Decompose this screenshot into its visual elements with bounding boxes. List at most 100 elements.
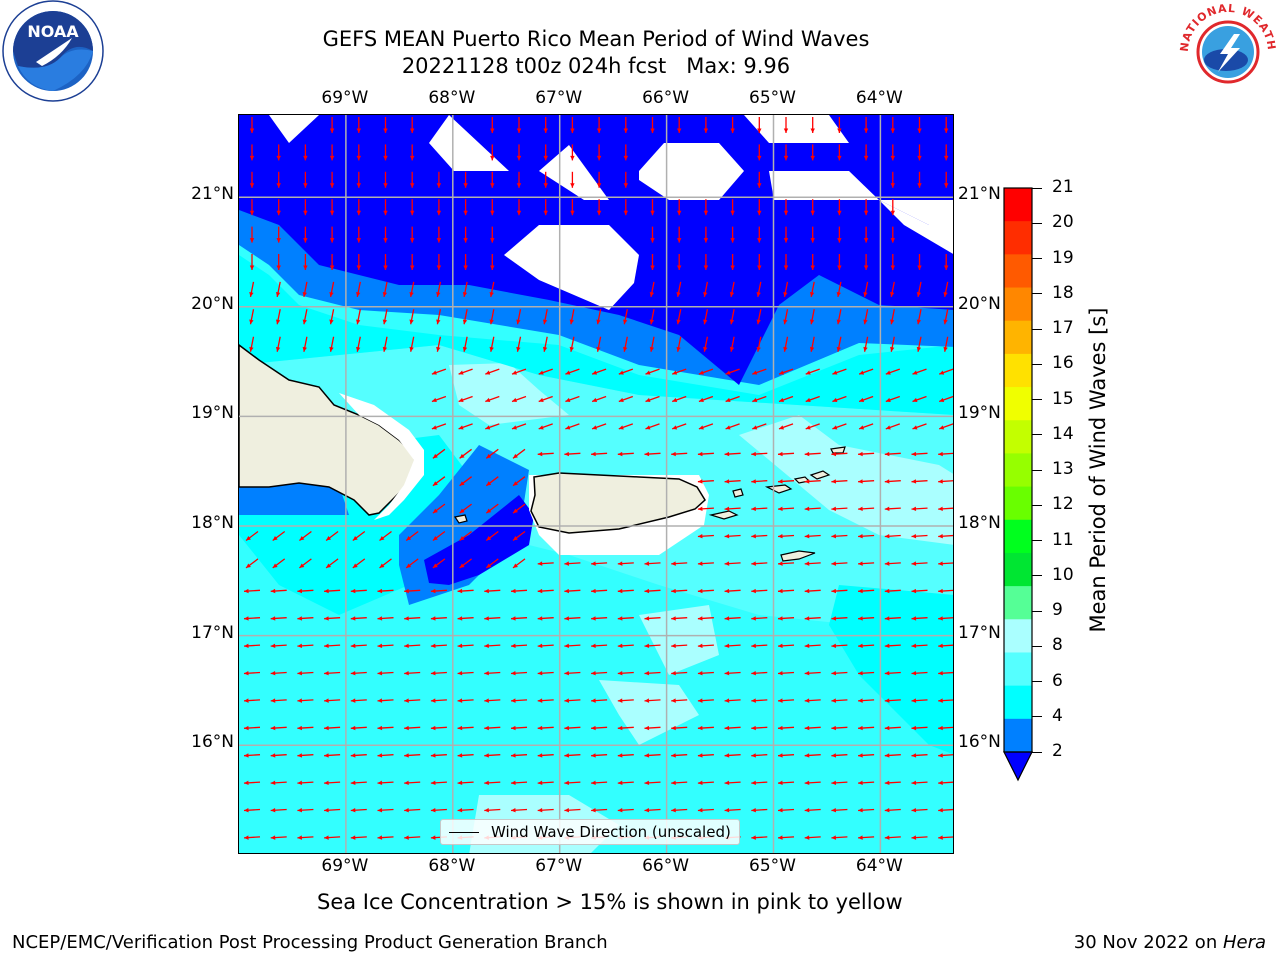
lat-tick-left: 20°N xyxy=(191,293,234,314)
wave-arrow xyxy=(270,725,287,731)
wave-arrow xyxy=(537,725,554,731)
wave-arrow xyxy=(676,309,682,325)
wave-arrow xyxy=(756,281,762,298)
wave-arrow xyxy=(724,725,741,731)
wave-arrow xyxy=(430,671,447,676)
lon-tick-top: 69°W xyxy=(321,88,369,108)
colorbar-tick-mark xyxy=(1032,681,1042,682)
lat-tick-right: 19°N xyxy=(958,403,1001,424)
wave-arrow xyxy=(938,671,953,676)
wave-arrow xyxy=(297,725,314,731)
wave-arrow xyxy=(377,616,394,621)
wave-arrow xyxy=(917,254,922,270)
wave-arrow xyxy=(751,561,768,566)
wave-arrow xyxy=(917,171,922,188)
wave-arrow xyxy=(697,479,714,484)
wave-arrow xyxy=(650,254,655,270)
credit-line: NCEP/EMC/Verification Post Processing Pr… xyxy=(12,932,608,953)
wave-arrow xyxy=(777,479,795,484)
wave-arrow xyxy=(564,725,581,731)
wave-arrow xyxy=(409,336,415,352)
lon-tick-top: 64°W xyxy=(855,88,903,108)
wave-arrow xyxy=(270,671,287,676)
wave-arrow xyxy=(890,281,895,298)
wave-arrow xyxy=(485,448,499,459)
colorbar xyxy=(1003,187,1033,782)
wave-arrow xyxy=(516,336,522,352)
wave-arrow xyxy=(565,395,580,403)
wave-arrow xyxy=(537,451,554,457)
wave-arrow xyxy=(591,588,608,594)
wave-arrow xyxy=(810,254,815,270)
wave-arrow xyxy=(596,199,602,216)
wave-arrow xyxy=(543,199,548,216)
wave-arrow xyxy=(617,671,634,676)
wave-arrow xyxy=(757,171,762,188)
wave-arrow xyxy=(512,476,526,487)
wave-arrow xyxy=(777,588,795,594)
colorbar-bin xyxy=(1004,718,1032,753)
wave-arrow xyxy=(832,368,847,375)
band-8-9 xyxy=(599,680,699,745)
wave-arrow xyxy=(510,753,528,758)
wave-arrow xyxy=(249,281,255,298)
colorbar-tick-mark xyxy=(1032,222,1042,224)
wave-arrow xyxy=(697,671,714,676)
wave-arrow xyxy=(938,616,953,621)
wave-arrow xyxy=(938,423,953,430)
wave-arrow xyxy=(569,309,575,325)
wave-arrow xyxy=(275,309,281,325)
wave-arrow xyxy=(270,616,287,621)
colorbar-tick-mark xyxy=(1032,610,1042,612)
wave-arrow xyxy=(911,506,928,512)
legend-line-swatch xyxy=(449,831,479,833)
wave-arrow xyxy=(831,835,848,840)
wave-arrow xyxy=(783,336,789,352)
wave-arrow xyxy=(916,336,922,352)
wave-arrow xyxy=(457,643,474,649)
wave-arrow xyxy=(297,808,314,813)
wave-arrow xyxy=(591,671,608,676)
wave-arrow xyxy=(350,725,367,731)
wave-arrow xyxy=(804,643,821,649)
colorbar-bin xyxy=(1004,254,1032,289)
wave-arrow xyxy=(697,616,714,621)
island-vieques xyxy=(708,510,739,520)
wave-arrow xyxy=(863,199,869,216)
colorbar-bin xyxy=(1004,221,1032,255)
wave-arrow xyxy=(436,281,442,298)
wave-arrow xyxy=(377,835,394,840)
wave-arrow xyxy=(804,725,821,731)
wave-arrow xyxy=(432,530,446,542)
wave-arrow xyxy=(431,368,447,375)
wave-arrow xyxy=(858,753,875,758)
wave-arrow xyxy=(810,199,815,216)
wave-arrow xyxy=(671,780,688,786)
wave-arrow xyxy=(697,588,714,594)
colorbar-tick-mark xyxy=(1032,434,1042,436)
wave-arrow xyxy=(510,643,528,649)
wave-arrow xyxy=(809,281,815,298)
wave-arrow xyxy=(484,780,501,786)
wave-arrow xyxy=(943,336,949,352)
wave-arrow xyxy=(697,753,714,758)
wave-arrow xyxy=(944,144,949,161)
wave-arrow xyxy=(837,226,842,243)
colorbar-tick-label: 10 xyxy=(1052,564,1074,585)
wave-arrow xyxy=(912,423,927,430)
wave-arrow xyxy=(911,671,928,676)
wave-arrow xyxy=(297,698,314,703)
wave-arrow xyxy=(890,199,895,216)
wave-arrow xyxy=(644,725,661,731)
wave-arrow xyxy=(324,753,341,758)
wave-arrow xyxy=(510,725,528,731)
wave-arrow xyxy=(431,395,447,403)
wave-arrow xyxy=(303,144,308,161)
hispaniola-nodata xyxy=(339,393,424,520)
colorbar-tick-label: 6 xyxy=(1052,670,1063,691)
wave-arrow xyxy=(858,368,874,375)
wave-arrow xyxy=(623,171,628,188)
wave-arrow xyxy=(783,309,789,325)
wave-arrow xyxy=(404,643,421,649)
wave-arrow xyxy=(564,698,581,703)
